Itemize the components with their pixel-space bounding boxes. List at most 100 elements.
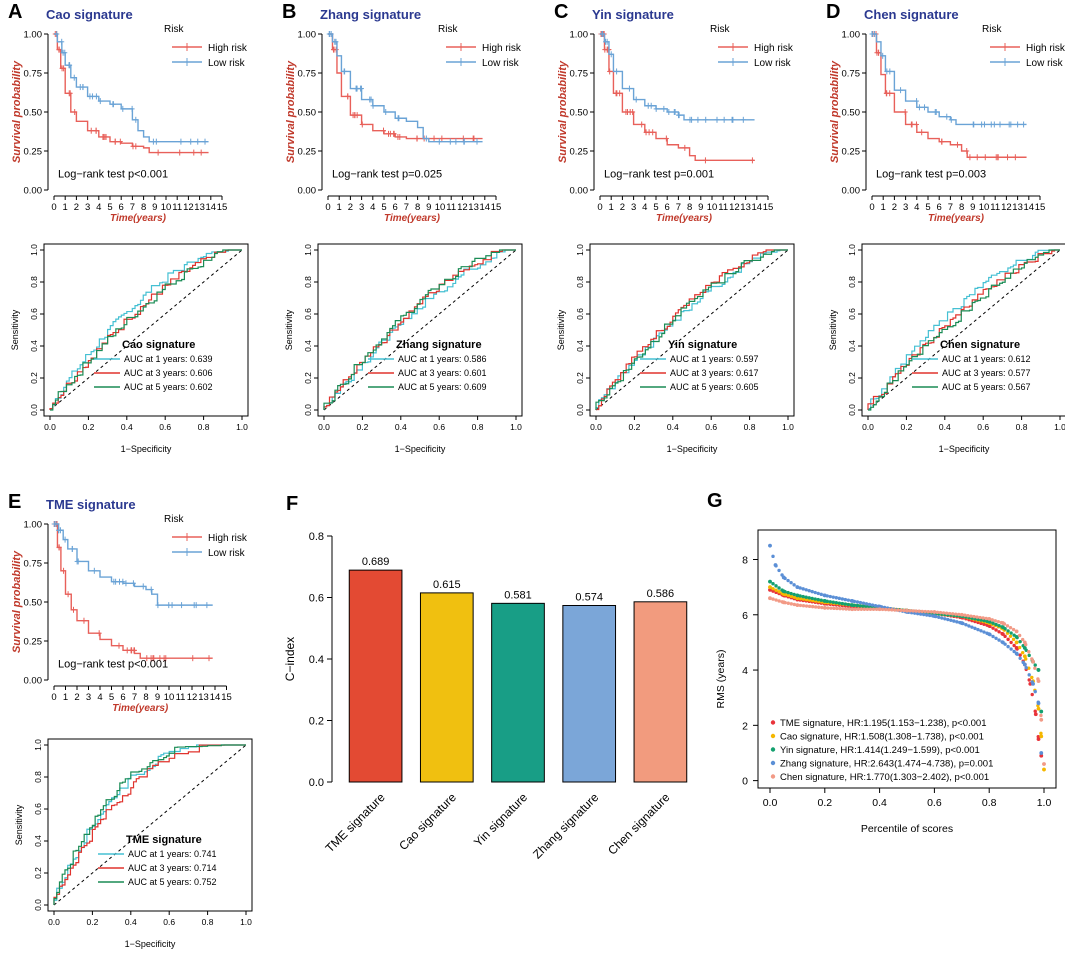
x-tick-label: 0	[51, 692, 56, 703]
x-tick-label: 1	[609, 202, 614, 213]
scatter-point	[774, 598, 778, 602]
scatter-point	[855, 600, 860, 604]
scatter-point	[801, 594, 805, 599]
scatter-point	[798, 596, 803, 601]
x-axis-title: Time(years)	[656, 213, 713, 224]
km-curve-high-risk	[54, 523, 213, 659]
scatter-point	[1012, 643, 1016, 648]
y-tick-label: 0.00	[842, 186, 861, 197]
scatter-point	[801, 597, 806, 601]
plot-frame	[47, 738, 253, 912]
panel-title: Chen signature	[864, 7, 959, 22]
legend-title: Risk	[982, 24, 1002, 35]
legend-dot	[770, 720, 776, 725]
logrank-pvalue: Log−rank test p=0.003	[876, 169, 986, 181]
scatter-point	[786, 593, 790, 598]
roc-panel-a: 0.0 0.0 0.2 0.2 0.4 0.4 0.6 0.6 0.8 0.8 1.0 1.0 1−Sp…	[10, 243, 249, 454]
x-tick-label: 0.2	[628, 422, 640, 432]
x-category-label: Chen signature	[605, 790, 673, 858]
x-tick-label: 7	[676, 202, 681, 213]
y-tick-label: 0.00	[570, 186, 589, 197]
scatter-point	[813, 590, 817, 595]
roc-legend-label: AUC at 3 years: 0.577	[942, 368, 1031, 378]
roc-curve-3yr	[53, 744, 246, 905]
x-axis-title: 1−Specificity	[395, 444, 446, 454]
km-curve-high-risk	[872, 33, 1027, 158]
x-tick-label: 0.6	[927, 797, 942, 809]
scatter-point	[810, 589, 814, 594]
scatter-point	[1036, 737, 1041, 742]
scatter-point	[932, 614, 937, 619]
bar-value-label: 0.586	[647, 588, 675, 600]
scatter-point	[804, 588, 808, 592]
roc-legend-label: AUC at 3 years: 0.601	[398, 368, 487, 378]
legend-dot	[770, 760, 776, 766]
legend-title: Risk	[710, 24, 730, 35]
scatter-point	[914, 609, 918, 613]
y-tick-label: 0.75	[24, 559, 43, 570]
x-axis-title: Time(years)	[112, 703, 169, 714]
y-axis-title: Survival probability	[557, 60, 569, 163]
scatter-point	[946, 617, 950, 622]
scatter-point	[938, 610, 943, 615]
y-tick-label: 1.00	[24, 520, 43, 531]
scatter-point	[861, 601, 866, 605]
x-tick-label: 4	[642, 202, 647, 213]
panel-title: TME signature	[46, 497, 136, 512]
scatter-point	[1027, 653, 1031, 658]
scatter-point	[943, 617, 947, 621]
scatter-point	[1020, 650, 1025, 655]
bar	[633, 601, 688, 783]
x-tick-label: 9	[152, 202, 157, 213]
plot-frame	[43, 243, 249, 417]
scatter-point	[994, 636, 998, 640]
scatter-point	[982, 622, 986, 626]
scatter-point	[1020, 637, 1025, 642]
y-tick-label: 0.50	[24, 108, 43, 119]
scatter-point	[810, 604, 815, 609]
x-tick-label: 2	[348, 202, 353, 213]
scatter-point	[781, 589, 786, 594]
x-tick-label: 1.0	[782, 422, 794, 432]
scatter-point	[861, 604, 866, 608]
scatter-point	[1039, 753, 1044, 758]
x-tick-label: 0.8	[198, 422, 210, 432]
y-tick-label: 0.6	[847, 308, 857, 320]
x-tick-label: 0.0	[318, 422, 330, 432]
scatter-point	[820, 605, 824, 610]
y-tick-label: 0.0	[309, 777, 324, 789]
x-tick-label: 0.0	[48, 917, 60, 927]
scatter-point	[786, 578, 790, 583]
x-tick-label: 0.6	[705, 422, 717, 432]
bar-chart-c-index: F 0.0 0.2 0.4 0.6 0.8 C−index 0.689 TME signatur…	[283, 493, 688, 861]
x-tick-label: 7	[948, 202, 953, 213]
scatter-point	[1033, 663, 1037, 667]
x-tick-label: 0.8	[982, 797, 997, 809]
scatter-point	[768, 585, 772, 590]
roc-legend-label: AUC at 5 years: 0.609	[398, 382, 487, 392]
scatter-point	[1030, 675, 1034, 680]
x-tick-label: 9	[698, 202, 703, 213]
scatter-point	[1009, 631, 1013, 635]
y-tick-label: 8	[742, 554, 748, 566]
roc-panel-c: 0.0 0.0 0.2 0.2 0.4 0.4 0.6 0.6 0.8 0.8 1.0 1.0 1−Sp…	[556, 243, 795, 454]
scatter-point	[867, 602, 872, 607]
scatter-point	[905, 608, 909, 613]
y-tick-label: 0.2	[575, 372, 585, 384]
scatter-point	[1024, 666, 1028, 670]
scatter-point	[949, 618, 953, 623]
scatter-point	[850, 607, 855, 612]
x-axis-title: Time(years)	[384, 213, 441, 224]
plot-frame	[589, 243, 795, 417]
scatter-point	[847, 607, 851, 611]
y-tick-label: 0.00	[24, 676, 43, 687]
scatter-point	[798, 603, 803, 608]
x-tick-label: 3	[85, 202, 90, 213]
scatter-point	[846, 602, 851, 607]
scatter-point	[970, 625, 974, 629]
x-tick-label: 0.2	[82, 422, 94, 432]
scatter-point	[987, 632, 992, 637]
scatter-point	[922, 612, 926, 617]
